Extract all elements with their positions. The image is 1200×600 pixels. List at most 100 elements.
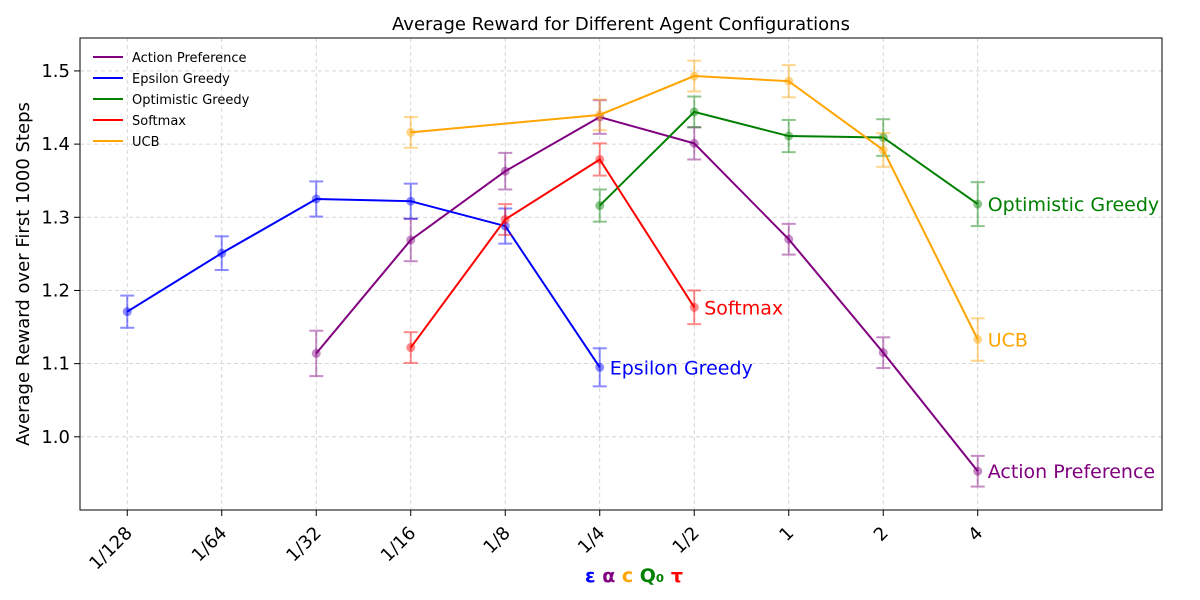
- data-point: [311, 194, 321, 204]
- x-tick-label: 1/32: [282, 523, 325, 566]
- error-bar: [214, 235, 229, 271]
- data-point: [311, 348, 321, 358]
- x-tick-label: 1/16: [377, 523, 420, 566]
- y-tick-label: 1.2: [41, 280, 70, 301]
- data-point: [595, 154, 605, 164]
- series-end-label: Action Preference: [988, 461, 1155, 483]
- x-label-symbol: α: [602, 565, 615, 587]
- y-tick-label: 1.1: [41, 354, 70, 375]
- error-bar: [970, 317, 985, 362]
- data-point: [689, 71, 699, 81]
- y-tick-label: 1.0: [41, 427, 70, 448]
- data-point: [500, 214, 510, 224]
- data-point: [973, 334, 983, 344]
- error-bar: [687, 59, 702, 93]
- error-bar: [498, 203, 513, 236]
- data-point: [784, 76, 794, 86]
- x-axis-label: ε α c Q₀ τ: [585, 565, 683, 587]
- y-axis-label: Average Reward over First 1000 Steps: [13, 102, 34, 446]
- legend-entry: Action Preference: [132, 51, 247, 66]
- data-point: [595, 110, 605, 120]
- data-point: [689, 138, 699, 148]
- x-label-symbol: Q₀: [640, 565, 664, 587]
- series-line: [126, 197, 601, 368]
- plot-area: [80, 38, 1162, 510]
- x-label-symbol: τ: [671, 565, 683, 587]
- data-point: [217, 248, 227, 258]
- series-epsilon-greedy: Epsilon Greedy: [120, 180, 753, 388]
- error-bar: [403, 331, 418, 364]
- error-bar: [498, 151, 513, 191]
- series-layer: Action Preference Epsilon Greedy Optimisti…: [120, 59, 1159, 488]
- legend-entry: Softmax: [132, 114, 186, 129]
- series-ucb: UCB: [403, 59, 1028, 362]
- error-bar: [498, 207, 513, 245]
- y-tick-label: 1.5: [41, 61, 70, 82]
- error-bar: [687, 126, 702, 161]
- grid: [80, 38, 1162, 510]
- data-point: [122, 307, 132, 317]
- error-bar: [970, 181, 985, 228]
- error-bar: [403, 182, 418, 220]
- data-point: [784, 234, 794, 244]
- series-line: [315, 115, 979, 472]
- error-bar: [781, 64, 796, 99]
- error-bar: [687, 95, 702, 129]
- chart-title: Average Reward for Different Agent Confi…: [392, 14, 850, 35]
- error-bar: [592, 98, 607, 132]
- data-point: [595, 201, 605, 211]
- legend: Action Preference Epsilon Greedy Optimisti…: [93, 51, 250, 150]
- error-bar: [403, 217, 418, 263]
- data-point: [406, 343, 416, 353]
- series-end-label: Epsilon Greedy: [610, 357, 753, 379]
- x-label-symbol: c: [622, 565, 633, 587]
- data-point: [878, 348, 888, 358]
- error-bar: [592, 188, 607, 223]
- data-point: [406, 127, 416, 137]
- series-end-label: Optimistic Greedy: [988, 194, 1159, 216]
- error-bar: [876, 336, 891, 370]
- error-bar: [781, 118, 796, 154]
- data-point: [973, 199, 983, 209]
- legend-entry: UCB: [132, 135, 160, 150]
- series-end-label: Softmax: [704, 297, 783, 319]
- data-point: [878, 145, 888, 155]
- x-tick-label: 1/128: [85, 523, 137, 575]
- x-tick-label: 1/8: [479, 523, 514, 558]
- error-bar: [687, 289, 702, 326]
- x-tick-label: 1/64: [188, 523, 231, 566]
- error-bar: [309, 329, 324, 378]
- series-line: [409, 158, 696, 349]
- x-tick-label: 4: [964, 523, 987, 546]
- data-point: [689, 107, 699, 117]
- series-end-label: UCB: [988, 329, 1028, 351]
- series-line: [599, 110, 979, 207]
- series-optimistic-greedy: Optimistic Greedy: [592, 95, 1159, 228]
- data-point: [406, 235, 416, 245]
- data-point: [878, 133, 888, 143]
- error-bar: [781, 222, 796, 256]
- error-bar: [592, 142, 607, 177]
- x-tick-label: 1/2: [668, 523, 703, 558]
- error-bar: [309, 180, 324, 218]
- x-label-symbol: ε: [585, 565, 596, 587]
- series-action-preference: Action Preference: [309, 99, 1155, 488]
- legend-entry: Optimistic Greedy: [132, 93, 250, 108]
- error-bar: [592, 99, 607, 135]
- error-bar: [592, 347, 607, 388]
- data-point: [595, 362, 605, 372]
- plot-frame: [79, 37, 1163, 511]
- error-bar: [876, 132, 891, 168]
- error-bar: [403, 116, 418, 149]
- data-point: [500, 166, 510, 176]
- legend-entry: Epsilon Greedy: [132, 72, 230, 87]
- error-bar: [120, 294, 135, 329]
- series-line: [410, 75, 979, 340]
- error-bar: [970, 454, 985, 488]
- data-point: [406, 196, 416, 206]
- y-tick-label: 1.3: [41, 207, 70, 228]
- x-tick-label: 1: [775, 523, 798, 546]
- x-tick-label: 1/4: [574, 523, 609, 558]
- data-point: [784, 131, 794, 141]
